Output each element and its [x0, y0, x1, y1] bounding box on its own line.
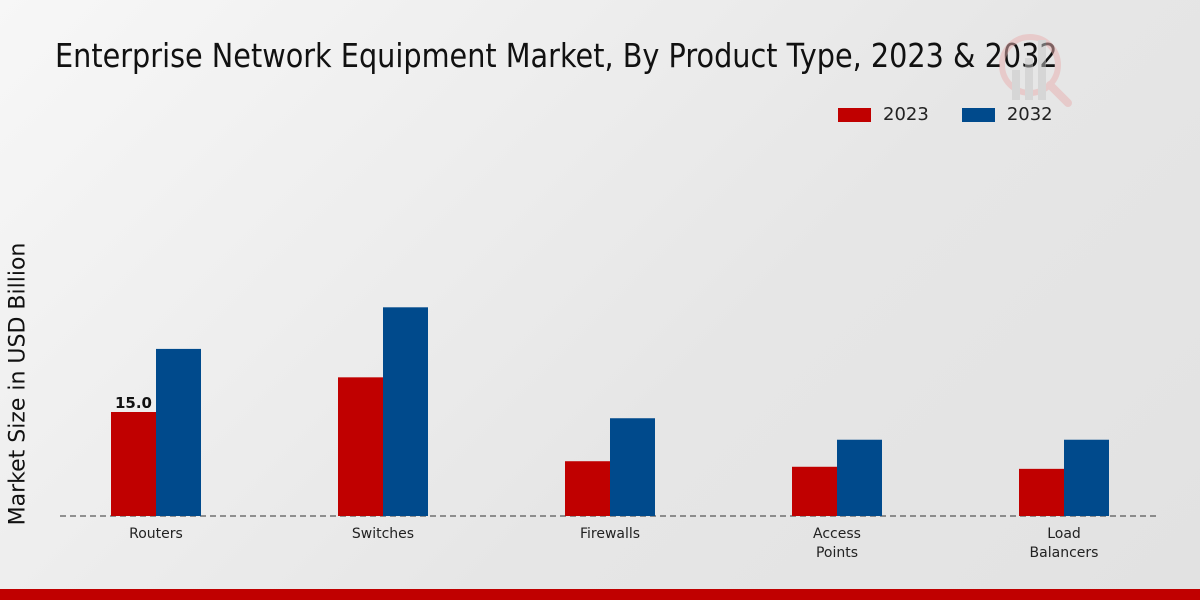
bar-routers-2023	[111, 412, 156, 516]
bar-switches-2032	[383, 307, 428, 516]
x-tick-label: Switches	[352, 526, 414, 542]
legend-label-2032: 2032	[1006, 104, 1053, 125]
bar-load-balancers-2032	[1064, 439, 1109, 516]
watermark-logo	[999, 34, 1072, 107]
legend-item-2023: 2023	[838, 104, 929, 125]
footer-accent-bar	[0, 589, 1200, 600]
x-tick-label: Routers	[129, 526, 183, 542]
bar-routers-2032	[156, 348, 201, 516]
bar-load-balancers-2023	[1019, 468, 1064, 516]
legend-item-2032: 2032	[961, 104, 1053, 125]
legend-label-2023: 2023	[883, 104, 929, 125]
bar-switches-2023	[338, 377, 383, 516]
x-tick-label: Load Balancers	[1030, 526, 1099, 561]
bar-access-points-2032	[837, 439, 882, 516]
x-tick-label: Access Points	[813, 526, 861, 561]
legend-swatch-2032	[961, 107, 995, 122]
bar-firewalls-2032	[610, 418, 655, 516]
legend-swatch-2023	[838, 107, 871, 122]
data-label: 15.0	[115, 394, 152, 412]
bar-access-points-2023	[792, 466, 837, 516]
chart-title: Enterprise Network Equipment Market, By …	[55, 36, 1058, 75]
legend: 2023 2032	[838, 104, 1086, 125]
x-tick-label: Firewalls	[580, 526, 640, 542]
bar-firewalls-2023	[565, 461, 610, 516]
